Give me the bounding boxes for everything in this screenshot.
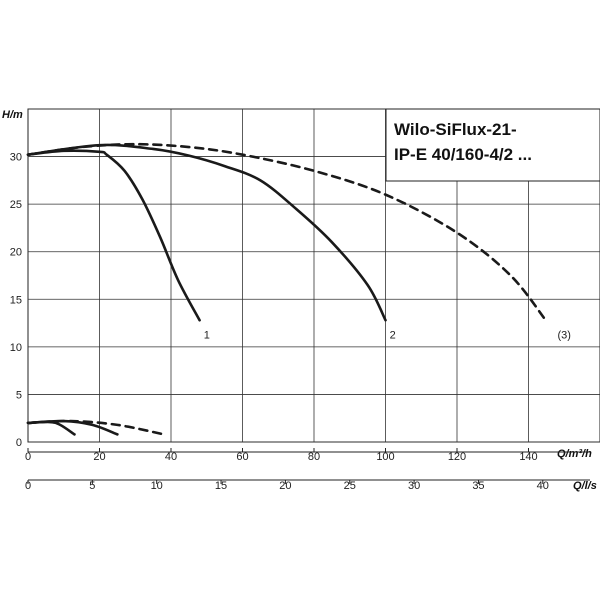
- x2-tick-label: 25: [344, 480, 356, 492]
- x2-tick-label: 30: [408, 480, 420, 492]
- x-tick-label: 80: [308, 451, 320, 463]
- curves: 1 2 (3): [26, 142, 571, 436]
- x2-tick-label: 35: [472, 480, 484, 492]
- y-tick-label: 0: [16, 437, 22, 449]
- y-tick-label: 25: [10, 199, 22, 211]
- x2-tick-label: 15: [215, 480, 227, 492]
- curve-3: [26, 142, 548, 323]
- x-tick-label: 40: [165, 451, 177, 463]
- title-box-frame: [385, 108, 600, 182]
- x2-axis-label: Q/l/s: [573, 480, 597, 492]
- curve-label: 1: [204, 329, 210, 341]
- x-tick-label: 20: [93, 451, 105, 463]
- x-axis-label: Q/m³/h: [557, 448, 592, 460]
- curve-label: 2: [390, 329, 396, 341]
- x-tick-label: 120: [448, 451, 466, 463]
- title-box: Wilo-SiFlux-21- IP-E 40/160-4/2 ...: [385, 108, 600, 182]
- x-tick-label: 0: [25, 451, 31, 463]
- x-tick-label: 60: [236, 451, 248, 463]
- x2-tick-label: 20: [279, 480, 291, 492]
- x2-tick-label: 10: [151, 480, 163, 492]
- curve-1: [26, 149, 201, 322]
- y-tick-label: 30: [10, 152, 22, 164]
- x2-tick-label: 40: [537, 480, 549, 492]
- y-axis-label: H/m: [2, 109, 23, 121]
- x2-tick-label: 5: [89, 480, 95, 492]
- y-tick-label: 5: [16, 389, 22, 401]
- y-tick-label: 10: [10, 342, 22, 354]
- x-tick-label: 140: [519, 451, 537, 463]
- curve-low-5: [26, 419, 166, 436]
- chart-title-line-2: IP-E 40/160-4/2 ...: [394, 145, 532, 164]
- curve-2: [26, 143, 387, 322]
- chart-title-line-1: Wilo-SiFlux-21-: [394, 120, 517, 139]
- curve-label: (3): [558, 329, 571, 341]
- x2-tick-label: 0: [25, 480, 31, 492]
- y-tick-label: 15: [10, 294, 22, 306]
- y-tick-label: 20: [10, 247, 22, 259]
- x-tick-label: 100: [376, 451, 394, 463]
